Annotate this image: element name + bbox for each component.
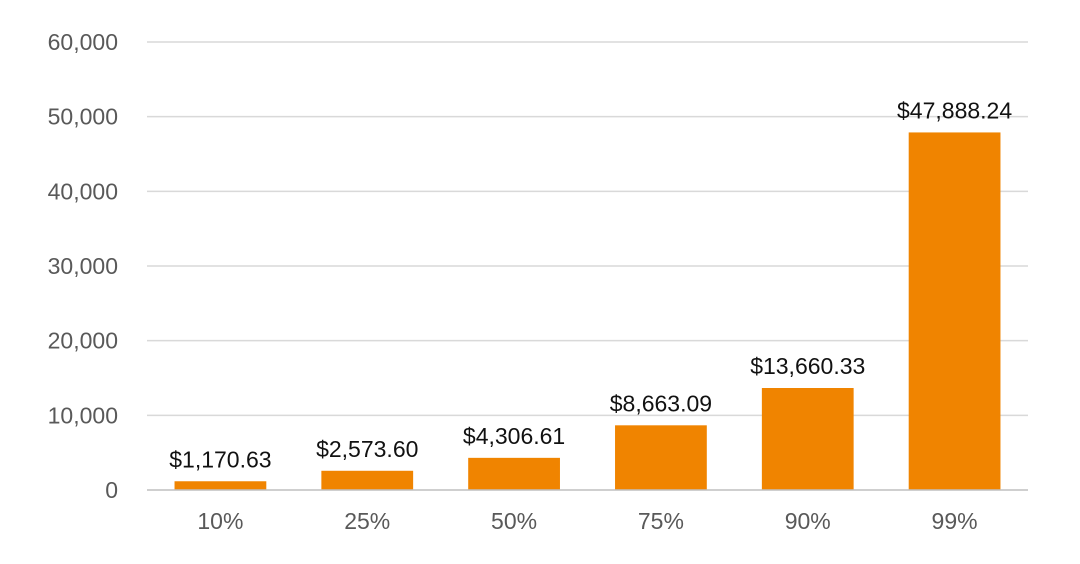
data-label: $13,660.33	[750, 353, 865, 379]
x-tick-label: 75%	[638, 508, 684, 534]
data-label: $4,306.61	[463, 423, 565, 449]
gridlines	[147, 41, 1028, 417]
data-label: $2,573.60	[316, 436, 418, 462]
bar	[908, 132, 1001, 490]
x-tick-label: 50%	[491, 508, 537, 534]
x-tick-label: 99%	[932, 508, 978, 534]
data-labels: $1,170.63 $2,573.60 $4,306.61 $8,663.09 $13,…	[169, 97, 1012, 472]
data-label: $8,663.09	[610, 390, 712, 416]
bar	[761, 388, 854, 490]
bar	[321, 470, 414, 490]
y-tick-label: 60,000	[48, 29, 118, 55]
y-tick-label: 20,000	[48, 328, 118, 354]
y-tick-label: 40,000	[48, 178, 118, 204]
x-tick-label: 25%	[344, 508, 390, 534]
y-tick-label: 10,000	[48, 402, 118, 428]
x-tick-label: 90%	[785, 508, 831, 534]
bars	[174, 132, 1001, 490]
y-tick-label: 30,000	[48, 253, 118, 279]
data-label: $47,888.24	[897, 97, 1012, 123]
x-axis-ticks: 10% 25% 50% 75% 90% 99%	[197, 508, 977, 534]
data-label: $1,170.63	[169, 446, 271, 472]
bar	[468, 457, 560, 490]
y-tick-label: 0	[105, 477, 118, 503]
bar	[615, 425, 707, 490]
bar	[174, 481, 267, 490]
y-axis-ticks: 0 10,000 20,000 30,000 40,000 50,000 60,000	[48, 29, 118, 503]
x-tick-label: 10%	[197, 508, 243, 534]
y-tick-label: 50,000	[48, 104, 118, 130]
